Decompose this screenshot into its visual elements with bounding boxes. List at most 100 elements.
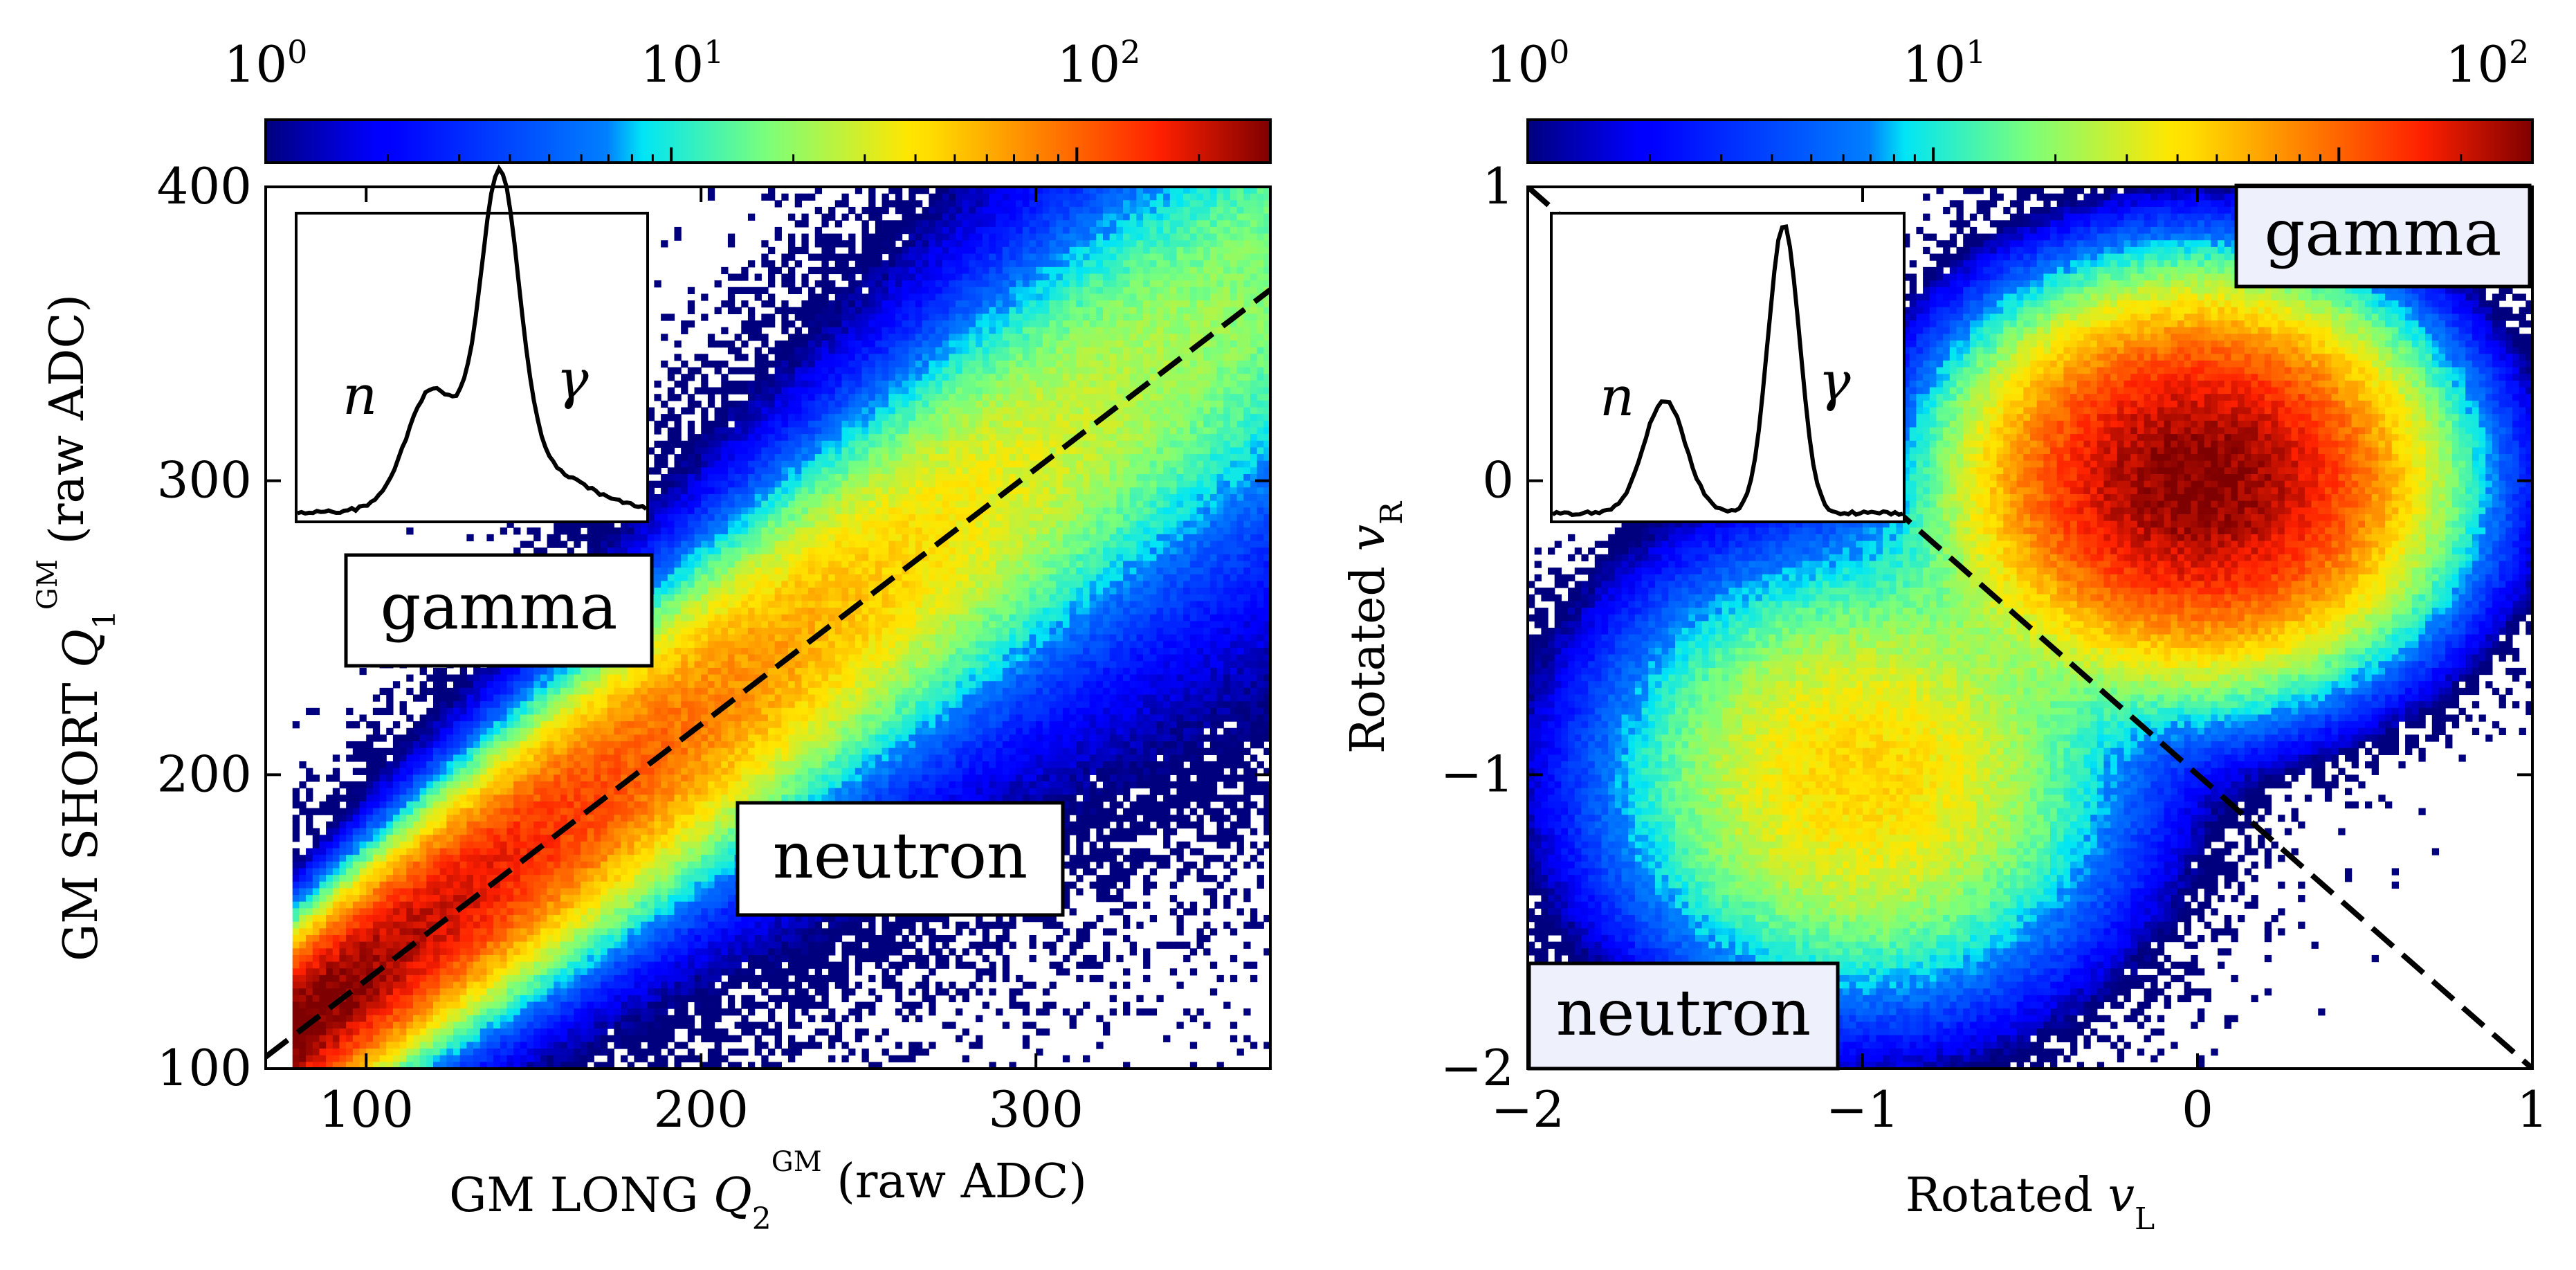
- left-heatmap-cell: [601, 687, 608, 696]
- left-heatmap-cell: [446, 1001, 454, 1009]
- left-heatmap-cell: [506, 694, 514, 702]
- left-heatmap-cell: [661, 801, 668, 809]
- left-heatmap-cell: [574, 895, 581, 902]
- left-heatmap-cell: [574, 741, 581, 749]
- left-heatmap-cell: [627, 1035, 634, 1042]
- left-heatmap-cell: [500, 701, 508, 709]
- left-heatmap-cell: [453, 954, 461, 963]
- left-heatmap-cell: [399, 895, 407, 902]
- left-heatmap-cell: [721, 434, 729, 442]
- left-heatmap-cell: [721, 1035, 729, 1042]
- left-heatmap-cell: [681, 855, 688, 862]
- left-heatmap-cell: [299, 881, 307, 889]
- left-heatmap-cell: [641, 768, 648, 775]
- left-heatmap-cell: [486, 1049, 494, 1056]
- left-heatmap-cell: [426, 1022, 434, 1029]
- left-heatmap-cell: [674, 934, 682, 943]
- left-heatmap-cell: [372, 801, 381, 809]
- left-heatmap-cell: [473, 928, 481, 936]
- left-heatmap-cell: [647, 734, 655, 742]
- left-heatmap-cell: [607, 754, 614, 762]
- left-heatmap-cell: [306, 1049, 313, 1056]
- left-heatmap-cell: [687, 981, 695, 989]
- left-heatmap-cell: [479, 1042, 488, 1049]
- left-heatmap-cell: [406, 774, 414, 782]
- left-heatmap-cell: [674, 761, 682, 769]
- left-heatmap-cell: [701, 414, 709, 421]
- left-heatmap-cell: [399, 701, 407, 709]
- left-heatmap-cell: [486, 941, 494, 949]
- left-heatmap-cell: [727, 487, 736, 495]
- left-heatmap-cell: [466, 968, 474, 976]
- left-heatmap-cell: [493, 934, 501, 943]
- left-heatmap-cell: [701, 881, 709, 889]
- left-heatmap-cell: [520, 821, 528, 829]
- left-heatmap-cell: [479, 721, 488, 729]
- left-heatmap-cell: [661, 861, 668, 869]
- left-heatmap-cell: [601, 707, 608, 716]
- left-heatmap-cell: [392, 815, 401, 822]
- left-heatmap-cell: [681, 835, 688, 842]
- left-heatmap-cell: [433, 795, 441, 802]
- left-heatmap-cell: [681, 454, 688, 462]
- left-heatmap-cell: [513, 954, 521, 963]
- left-heatmap-cell: [292, 835, 300, 842]
- left-heatmap-cell: [412, 694, 421, 702]
- left-heatmap-cell: [721, 407, 729, 415]
- left-heatmap-cell: [547, 707, 554, 716]
- left-heatmap-cell: [547, 921, 554, 929]
- left-heatmap-cell: [513, 888, 521, 896]
- left-heatmap-cell: [654, 761, 661, 769]
- left-heatmap-cell: [473, 961, 481, 969]
- left-heatmap-cell: [372, 934, 381, 943]
- left-heatmap-cell: [627, 875, 634, 882]
- left-heatmap-cell: [540, 968, 548, 976]
- left-heatmap-cell: [647, 534, 655, 542]
- left-heatmap-cell: [506, 1055, 514, 1062]
- left-heatmap-cell: [520, 808, 528, 815]
- left-heatmap-cell: [694, 507, 702, 515]
- left-heatmap-cell: [594, 1015, 601, 1023]
- left-heatmap-cell: [587, 995, 594, 1003]
- left-heatmap-cell: [641, 527, 648, 535]
- left-heatmap-cell: [641, 875, 648, 882]
- left-heatmap-cell: [694, 727, 702, 736]
- left-heatmap-cell: [292, 788, 300, 795]
- left-heatmap-cell: [614, 1022, 621, 1029]
- left-heatmap-cell: [379, 1001, 387, 1009]
- left-heatmap-cell: [694, 754, 702, 762]
- left-heatmap-cell: [386, 815, 394, 822]
- left-heatmap-cell: [513, 1035, 521, 1042]
- left-heatmap-cell: [601, 1028, 608, 1036]
- left-heatmap-cell: [453, 941, 461, 949]
- left-heatmap-cell: [714, 280, 722, 288]
- left-heatmap-cell: [520, 1035, 528, 1042]
- left-heatmap-cell: [707, 788, 715, 795]
- left-heatmap-cell: [587, 981, 594, 989]
- left-heatmap-cell: [661, 855, 668, 862]
- left-heatmap-cell: [560, 747, 568, 755]
- left-heatmap-cell: [601, 694, 608, 702]
- left-heatmap-cell: [601, 968, 608, 976]
- left-heatmap-cell: [359, 921, 367, 929]
- left-heatmap-cell: [681, 774, 688, 782]
- left-heatmap-cell: [299, 1042, 307, 1049]
- left-heatmap-cell: [721, 581, 729, 588]
- left-heatmap-cell: [674, 380, 682, 388]
- left-heatmap-cell: [687, 687, 695, 696]
- left-heatmap-cell: [721, 534, 729, 542]
- left-heatmap-cell: [741, 367, 749, 374]
- left-heatmap-cell: [667, 915, 675, 923]
- left-heatmap-cell: [560, 1049, 568, 1056]
- left-heatmap-cell: [641, 921, 648, 929]
- left-heatmap-cell: [681, 407, 688, 415]
- left-heatmap-cell: [312, 995, 320, 1003]
- left-heatmap-cell: [621, 1042, 628, 1049]
- left-heatmap-cell: [681, 707, 688, 716]
- left-heatmap-cell: [647, 541, 655, 548]
- left-heatmap-cell: [486, 774, 494, 782]
- left-heatmap-cell: [741, 266, 749, 275]
- left-heatmap-cell: [727, 287, 736, 295]
- left-heatmap-cell: [332, 974, 340, 983]
- left-heatmap-cell: [319, 961, 327, 969]
